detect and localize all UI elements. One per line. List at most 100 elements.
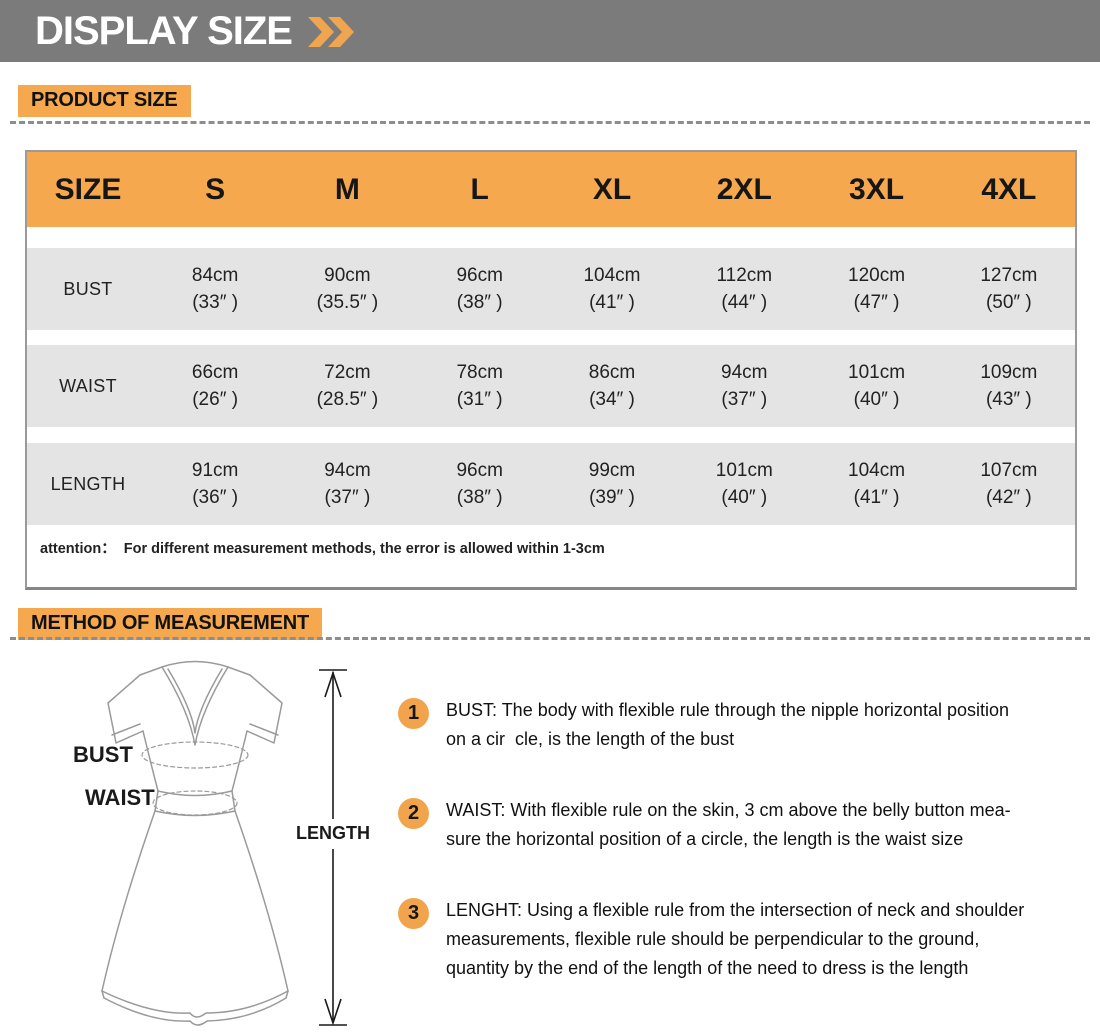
- header-cell-xl: XL: [592, 172, 632, 206]
- size-table: SIZE S M L XL 2XL 3XL 4XL BUST 84cm (33″ …: [25, 150, 1077, 590]
- cell-cm: 86cm: [588, 362, 636, 383]
- cell-cm: 112cm: [716, 265, 773, 286]
- cell-inches: (43″ ): [985, 389, 1032, 410]
- length-label: LENGTH: [296, 823, 370, 843]
- header-cell-4xl: 4XL: [981, 172, 1037, 206]
- cell-inches: (31″ ): [456, 389, 503, 410]
- instruction-line: BUST: The body with flexible rule throug…: [446, 700, 1010, 720]
- size-cell: 104cm (41″ ): [583, 262, 640, 316]
- cell-cm: 109cm: [980, 362, 1038, 383]
- size-cell: 78cm (31″ ): [456, 359, 502, 413]
- cell-cm: 66cm: [191, 362, 239, 383]
- cell-cm: 78cm: [456, 362, 503, 383]
- dress-illustration: [101, 660, 289, 1026]
- header-cell-l: L: [470, 172, 489, 206]
- cell-inches: (50″ ): [985, 292, 1032, 313]
- size-cell: 91cm (36″ ): [192, 457, 238, 511]
- header-cell-s: S: [205, 172, 226, 206]
- cell-inches: (35.5″ ): [316, 292, 379, 313]
- cell-cm: 91cm: [191, 460, 239, 481]
- size-cell: 94cm (37″ ): [721, 359, 767, 413]
- cell-cm: 120cm: [848, 265, 906, 286]
- size-cell: 90cm (35.5″ ): [317, 262, 379, 316]
- cell-inches: (40″ ): [853, 389, 900, 410]
- instruction-number-badge: 2: [398, 798, 429, 829]
- size-cell: 72cm (28.5″ ): [317, 359, 379, 413]
- cell-cm: 104cm: [583, 265, 641, 286]
- method-of-measurement-label: METHOD OF MEASUREMENT: [18, 608, 323, 640]
- attention-note: attention： For different measurement met…: [40, 541, 605, 557]
- display-size-banner: DISPLAY SIZE: [0, 0, 1100, 62]
- size-cell: 112cm (44″ ): [716, 262, 772, 316]
- header-cell-3xl: 3XL: [849, 172, 905, 206]
- product-size-label: PRODUCT SIZE: [18, 85, 191, 117]
- cell-cm: 107cm: [980, 460, 1038, 481]
- cell-inches: (37″ ): [721, 389, 768, 410]
- cell-cm: 94cm: [721, 362, 768, 383]
- instruction-item-length: 3 LENGHT: Using a flexible rule from the…: [398, 896, 1024, 983]
- table-row-bust: BUST 84cm (33″ ) 90cm (35.5″ ) 96cm (38″ ) …: [27, 248, 1075, 330]
- banner-title: DISPLAY SIZE: [35, 8, 293, 53]
- size-cell: 120cm (47″ ): [848, 262, 905, 316]
- size-cell: 84cm (33″ ): [192, 262, 238, 316]
- cell-cm: 90cm: [324, 265, 371, 286]
- dashed-divider-bottom: [10, 637, 1090, 640]
- table-row-length: LENGTH 91cm (36″ ) 94cm (37″ ) 96cm (38″ ) …: [27, 443, 1075, 525]
- instruction-number-badge: 1: [398, 698, 429, 729]
- instruction-number-badge: 3: [398, 898, 429, 929]
- cell-inches: (39″ ): [589, 487, 635, 508]
- cell-inches: (38″ ): [456, 292, 503, 313]
- length-dimension-arrow: [319, 669, 347, 1026]
- cell-cm: 104cm: [848, 460, 906, 481]
- cell-inches: (41″ ): [853, 487, 900, 508]
- header-cell-m: M: [334, 172, 360, 206]
- cell-cm: 96cm: [456, 265, 503, 286]
- instruction-item-bust: 1 BUST: The body with flexible rule thro…: [398, 696, 1009, 754]
- bust-label: BUST: [73, 742, 133, 767]
- size-cell: 86cm (34″ ): [589, 359, 635, 413]
- size-cell: 66cm (26″ ): [192, 359, 238, 413]
- cell-cm: 84cm: [191, 265, 239, 286]
- cell-inches: (44″ ): [721, 292, 768, 313]
- cell-cm: 72cm: [324, 362, 371, 383]
- instruction-line: WAIST: With flexible rule on the skin, 3…: [446, 800, 1011, 820]
- cell-inches: (26″ ): [192, 389, 239, 410]
- size-cell: 109cm (43″ ): [980, 359, 1037, 413]
- cell-cm: 101cm: [715, 460, 773, 481]
- instruction-text: BUST: The body with flexible rule throug…: [446, 696, 1009, 754]
- cell-inches: (37″ ): [324, 487, 371, 508]
- instruction-item-waist: 2 WAIST: With flexible rule on the skin,…: [398, 796, 1011, 854]
- dashed-divider-top: [10, 121, 1090, 124]
- cell-cm: 101cm: [848, 362, 906, 383]
- cell-inches: (36″ ): [192, 487, 239, 508]
- cell-inches: (38″ ): [456, 487, 503, 508]
- waist-label: WAIST: [85, 785, 155, 810]
- cell-inches: (47″ ): [853, 292, 900, 313]
- header-cell-size: SIZE: [54, 172, 122, 206]
- row-label: WAIST: [59, 375, 117, 396]
- table-row-waist: WAIST 66cm (26″ ) 72cm (28.5″ ) 78cm (31″ )…: [27, 345, 1075, 427]
- cell-inches: (28.5″ ): [316, 389, 379, 410]
- instruction-line: on a cir cle, is the length of the bust: [446, 729, 735, 749]
- cell-inches: (42″ ): [985, 487, 1032, 508]
- row-label: BUST: [63, 278, 113, 299]
- instruction-text: LENGHT: Using a flexible rule from the i…: [446, 896, 1024, 983]
- cell-cm: 99cm: [588, 460, 636, 481]
- instruction-line: LENGHT: Using a flexible rule from the i…: [446, 900, 1025, 920]
- double-chevron-icon: [307, 17, 354, 47]
- size-cell: 94cm (37″ ): [324, 457, 370, 511]
- size-cell: 107cm (42″ ): [980, 457, 1037, 511]
- cell-cm: 94cm: [324, 460, 371, 481]
- instruction-text: WAIST: With flexible rule on the skin, 3…: [446, 796, 1011, 854]
- size-cell: 96cm (38″ ): [456, 457, 502, 511]
- cell-cm: 96cm: [456, 460, 503, 481]
- instruction-line: sure the horizontal position of a circle…: [446, 829, 964, 849]
- instruction-line: quantity by the end of the length of the…: [446, 958, 969, 978]
- instruction-line: measurements, flexible rule should be pe…: [446, 929, 980, 949]
- cell-inches: (33″ ): [192, 292, 239, 313]
- size-cell: 96cm (38″ ): [456, 262, 502, 316]
- cell-inches: (40″ ): [721, 487, 768, 508]
- size-cell: 101cm (40″ ): [716, 457, 773, 511]
- size-cell: 99cm (39″ ): [589, 457, 635, 511]
